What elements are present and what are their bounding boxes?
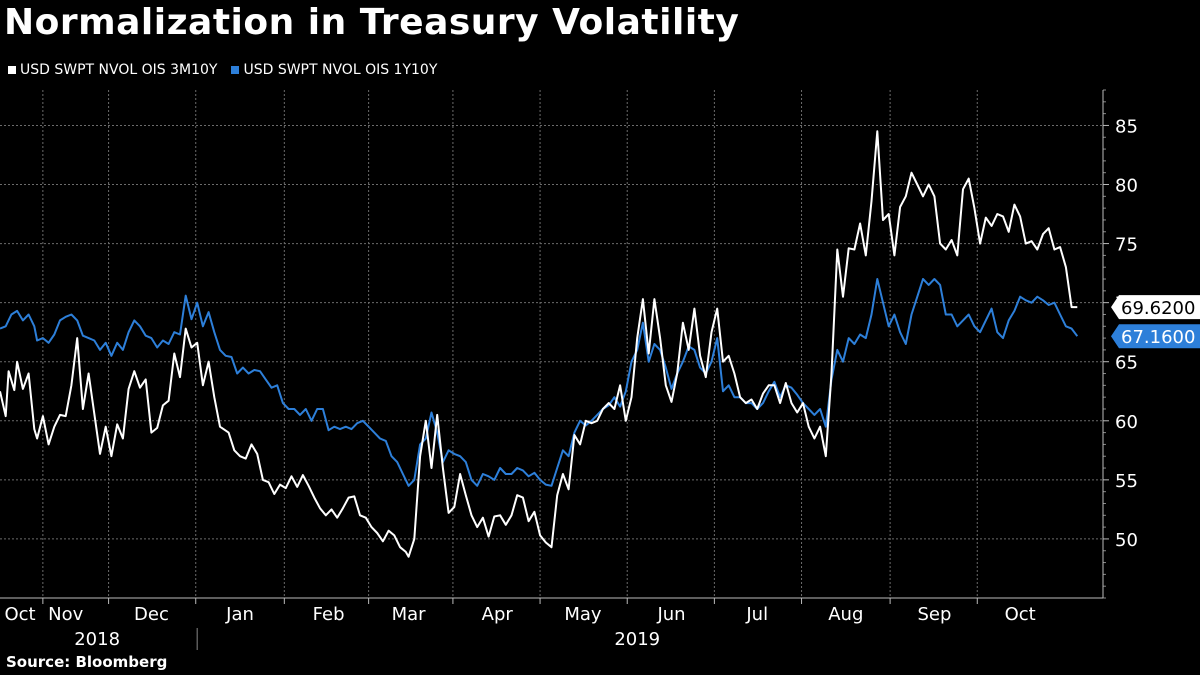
x-tick-label: Apr [482, 604, 514, 625]
y-tick-label: 80 [1115, 176, 1138, 197]
last-value-label: 69.6200 [1121, 298, 1195, 319]
last-value-tag-bg [1111, 324, 1200, 349]
year-label: 2019 [614, 629, 660, 650]
x-tick-label: Oct [1005, 604, 1036, 625]
legend-label-3m10y: USD SWPT NVOL OIS 3M10Y [20, 62, 218, 78]
legend-item-1y10y: USD SWPT NVOL OIS 1Y10Y [231, 62, 437, 78]
y-tick-label: 50 [1115, 530, 1138, 551]
x-tick-label: Oct [4, 604, 35, 625]
y-tick-label: 55 [1115, 471, 1138, 492]
last-value-tag-bg [1111, 295, 1200, 320]
x-tick-label: Jun [656, 604, 685, 625]
x-tick-label: Jan [225, 604, 254, 625]
last-value-tag-1y10y: 67.1600 [1111, 324, 1200, 349]
x-tick-label: May [564, 604, 602, 625]
y-tick-label: 75 [1115, 235, 1138, 256]
last-value-label: 67.1600 [1121, 327, 1195, 348]
legend-swatch-blue [231, 66, 240, 74]
source-note: Source: Bloomberg [6, 653, 168, 671]
x-tick-label: Jul [745, 604, 768, 625]
series-line-1y10y [0, 278, 1079, 487]
x-tick-label: Mar [392, 604, 427, 625]
legend-item-3m10y: USD SWPT NVOL OIS 3M10Y [8, 62, 217, 78]
legend-label-1y10y: USD SWPT NVOL OIS 1Y10Y [243, 62, 438, 78]
last-value-tag-3m10y: 69.6200 [1111, 295, 1200, 319]
series-line-3m10y [0, 130, 1078, 558]
y-tick-label: 60 [1115, 412, 1138, 433]
x-tick-label: Dec [134, 604, 169, 625]
y-tick-label: 85 [1115, 116, 1138, 137]
x-tick-label: Nov [48, 604, 83, 625]
legend-swatch-white [8, 66, 16, 74]
x-tick-label: Aug [828, 604, 863, 625]
x-tick-label: Feb [313, 604, 345, 625]
legend: USD SWPT NVOL OIS 3M10Y USD SWPT NVOL OI… [8, 62, 437, 78]
x-tick-label: Sep [917, 604, 951, 625]
y-tick-label: 65 [1115, 353, 1138, 374]
chart-title: Normalization in Treasury Volatility [4, 2, 740, 43]
year-label: 2018 [74, 629, 120, 650]
